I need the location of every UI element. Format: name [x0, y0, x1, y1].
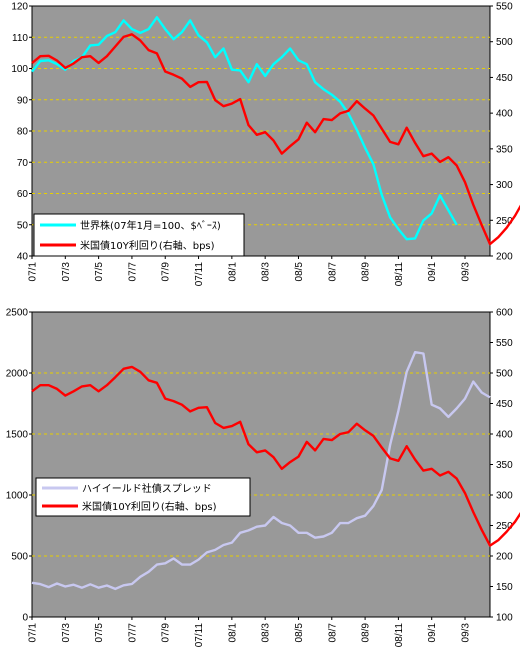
y-tick-label-right: 600	[496, 308, 513, 319]
legend-label-world-equity: 世界株(07年1月=100、$ﾍﾞｰｽ)	[80, 219, 221, 232]
plot-area-2	[31, 311, 491, 618]
x-tick-label: 07/11	[194, 623, 205, 648]
legend-2: ハイイールド社債スプレッド 米国債10Y利回り(右軸、bps)	[35, 477, 251, 517]
x-tick-label: 08/9	[361, 262, 372, 282]
legend-box-1	[33, 213, 245, 257]
x-tick-label: 08/3	[261, 262, 272, 282]
legend-label-high-yield: ハイイールド社債スプレッド	[82, 482, 212, 495]
y-tick-label-left: 1000	[6, 491, 29, 502]
x-tick-label: 09/1	[427, 262, 438, 282]
y-tick-label-right: 500	[496, 369, 513, 380]
x-tick-label: 07/1	[28, 623, 39, 643]
y-tick-label-right: 400	[496, 430, 513, 441]
x-tick-label: 07/3	[61, 262, 72, 282]
y-tick-label-left: 500	[11, 552, 28, 563]
y-tick-label-left: 60	[17, 189, 29, 200]
y-tick-label-right: 150	[496, 582, 513, 593]
y-tick-label-right: 200	[496, 252, 513, 263]
x-tick-label: 07/7	[127, 623, 138, 643]
x-tick-label: 09/1	[427, 623, 438, 643]
x-tick-label: 09/3	[461, 623, 472, 643]
y-tick-label-right: 250	[496, 216, 513, 227]
legend-label-treasury-1: 米国債10Y利回り(右軸、bps)	[80, 239, 215, 252]
legend-label-treasury-2: 米国債10Y利回り(右軸、bps)	[82, 500, 217, 513]
series-lines-1	[31, 16, 520, 246]
y-tick-label-right: 250	[496, 521, 513, 532]
y-tick-label-right: 550	[496, 2, 513, 13]
y-tick-label-left: 1500	[6, 430, 29, 441]
x-tick-label: 07/7	[127, 262, 138, 282]
y-tick-label-left: 40	[17, 252, 29, 263]
x-tick-label: 08/5	[294, 262, 305, 282]
y-tick-label-left: 0	[22, 613, 28, 624]
x-tick-label: 07/9	[161, 623, 172, 643]
legend-1: 世界株(07年1月=100、$ﾍﾞｰｽ) 米国債10Y利回り(右軸、bps)	[33, 213, 245, 257]
x-tick-label: 08/7	[327, 262, 338, 282]
x-tick-label: 08/5	[294, 623, 305, 643]
y-tick-label-right: 350	[496, 144, 513, 155]
x-tick-label: 07/3	[61, 623, 72, 643]
x-axis-2: 07/1 07/3 07/5 07/7 07/9 07/11 08/1 08/3 08/5 08/…	[28, 617, 472, 647]
y-tick-label-right: 350	[496, 460, 513, 471]
series-line-left-axis	[31, 351, 491, 591]
x-tick-label: 09/3	[461, 262, 472, 282]
y-tick-label-right: 300	[496, 180, 513, 191]
y-axis-left-2: 0 500 1000 1500 2000 2500	[6, 308, 32, 624]
y-axis-right-1: 200 250 300 350 400 450 500 550	[490, 2, 513, 263]
y-tick-label-left: 80	[17, 127, 29, 138]
x-tick-label: 08/9	[361, 623, 372, 643]
y-tick-label-right: 450	[496, 399, 513, 410]
x-tick-label: 08/11	[394, 262, 405, 287]
y-tick-label-right: 300	[496, 491, 513, 502]
x-tick-label: 08/7	[327, 623, 338, 643]
x-tick-label: 07/5	[94, 623, 105, 643]
x-tick-label: 07/5	[94, 262, 105, 282]
y-tick-label-right: 400	[496, 109, 513, 120]
series-line-right-axis	[31, 33, 520, 246]
x-tick-label: 07/1	[28, 262, 39, 282]
legend-box-2	[35, 477, 251, 517]
series-lines-2	[31, 351, 520, 591]
y-tick-label-left: 50	[17, 220, 29, 231]
y-tick-label-left: 70	[17, 158, 29, 169]
x-tick-label: 07/9	[161, 262, 172, 282]
chart-world-equity-vs-treasury: 40 50 60 70 80 90 100 110 120 200 250 300 350 400 450…	[11, 2, 520, 286]
y-tick-label-left: 2000	[6, 369, 29, 380]
x-tick-label: 07/11	[194, 262, 205, 287]
x-tick-label: 08/1	[227, 623, 238, 643]
y-tick-label-right: 500	[496, 37, 513, 48]
y-tick-label-left: 100	[11, 64, 28, 75]
y-tick-label-right: 450	[496, 73, 513, 84]
chart-high-yield-vs-treasury: 0 500 1000 1500 2000 2500 100 150 200 250 300 350 4…	[6, 308, 520, 647]
y-tick-label-right: 100	[496, 613, 513, 624]
y-axis-right-2: 100 150 200 250 300 350 400 450 500 550 600	[490, 308, 513, 624]
y-tick-label-right: 200	[496, 552, 513, 563]
gridlines-2	[32, 372, 490, 557]
y-axis-left-1: 40 50 60 70 80 90 100 110 120	[11, 2, 32, 263]
y-tick-label-left: 90	[17, 95, 29, 106]
x-axis-1: 07/1 07/3 07/5 07/7 07/9 07/11 08/1 08/3 08/5 08/…	[28, 256, 472, 286]
series-line-right-axis	[31, 365, 520, 547]
x-tick-label: 08/1	[227, 262, 238, 282]
y-tick-label-left: 2500	[6, 308, 29, 319]
y-tick-label-left: 110	[12, 33, 28, 44]
x-tick-label: 08/3	[261, 623, 272, 643]
y-tick-label-left: 120	[11, 2, 28, 13]
y-tick-label-right: 550	[496, 338, 513, 349]
x-tick-label: 08/11	[394, 623, 405, 648]
series-line-left-axis	[31, 16, 458, 241]
